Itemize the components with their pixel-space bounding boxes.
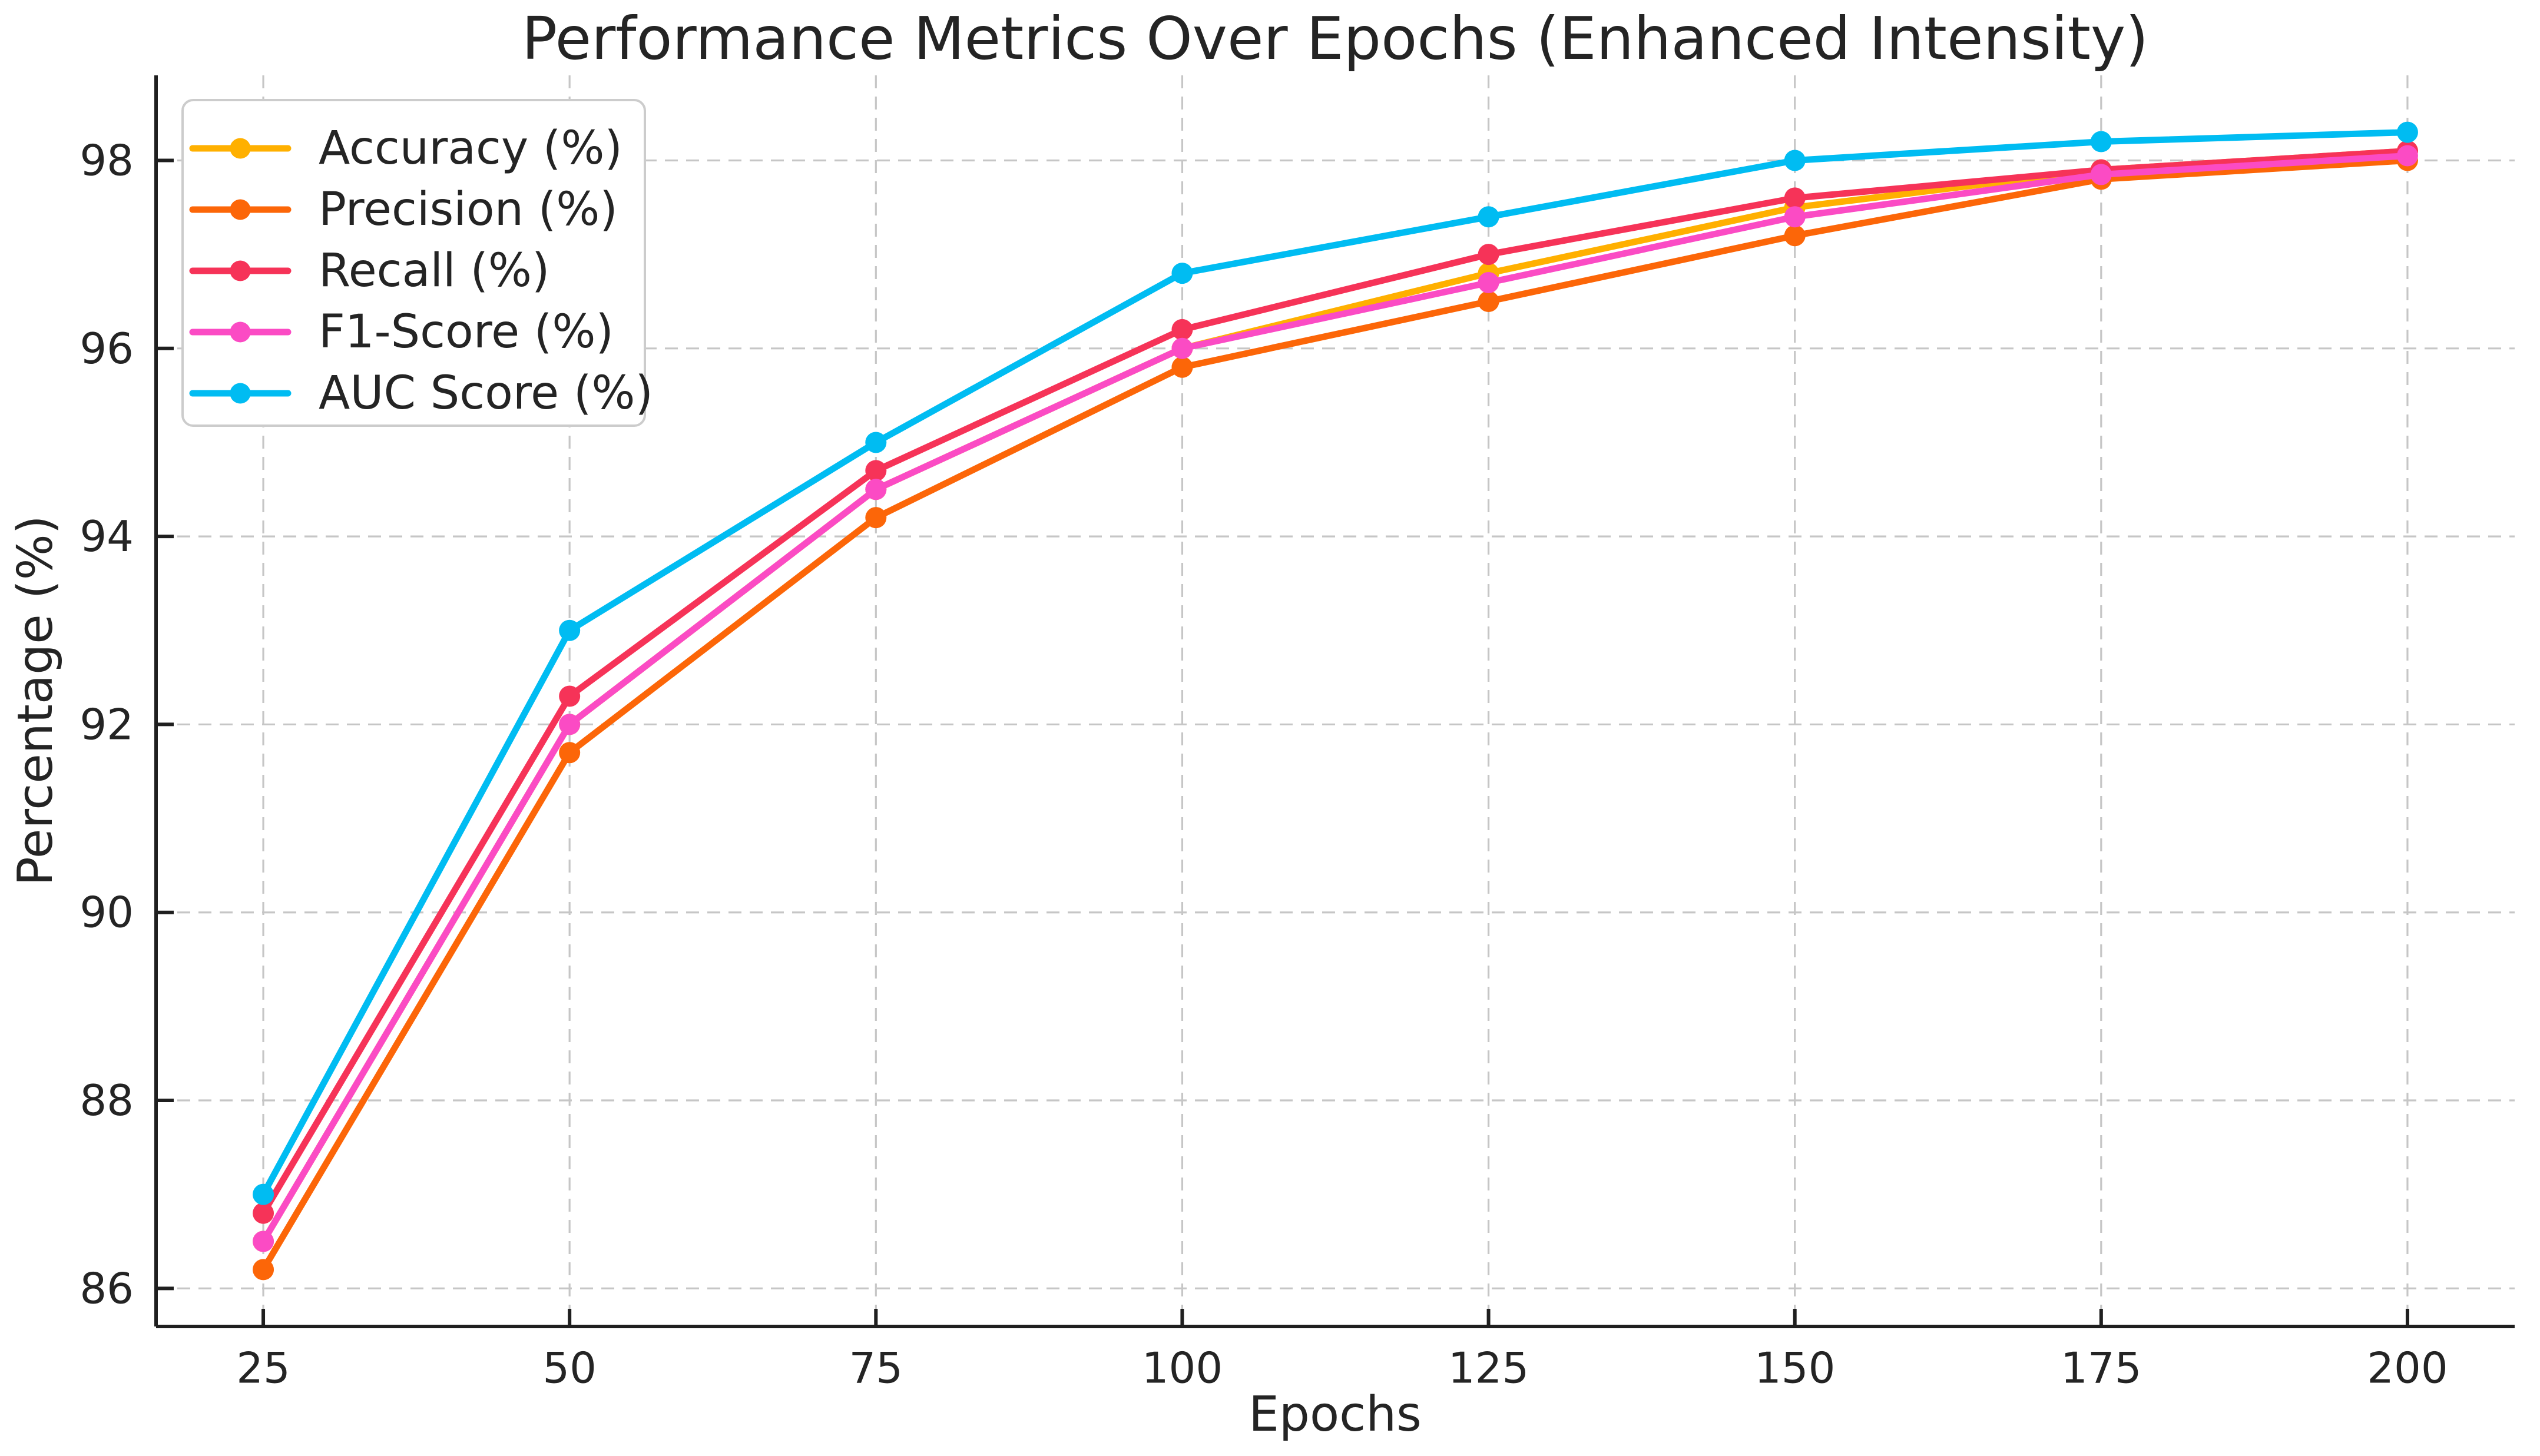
legend-item-auc-score: AUC Score (%) bbox=[189, 367, 653, 420]
data-point-recall-25 bbox=[253, 1202, 274, 1224]
legend-marker-auc-score bbox=[230, 383, 251, 404]
tick-labels: 25 50 75 100 125 150 175 200 86 88 90 92 94 96 98 bbox=[80, 135, 2448, 1392]
legend-item-accuracy: Accuracy (%) bbox=[189, 122, 622, 175]
data-point-auc-score-75 bbox=[865, 432, 887, 453]
y-tick-label-92: 92 bbox=[80, 699, 134, 749]
data-point-f1-score-200 bbox=[2396, 145, 2418, 167]
x-tick-label-25: 25 bbox=[236, 1344, 290, 1393]
data-point-f1-score-150 bbox=[1784, 206, 1806, 228]
series-line-auc-score bbox=[260, 129, 2411, 1198]
y-tick-label-86: 86 bbox=[80, 1263, 134, 1313]
data-point-f1-score-25 bbox=[253, 1231, 274, 1252]
data-point-f1-score-175 bbox=[2090, 164, 2112, 185]
legend-label-recall: Recall (%) bbox=[319, 244, 549, 297]
y-tick-label-96: 96 bbox=[80, 324, 134, 373]
legend-label-auc-score: AUC Score (%) bbox=[319, 367, 653, 420]
data-point-f1-score-50 bbox=[559, 714, 581, 735]
chart-title: Performance Metrics Over Epochs (Enhance… bbox=[522, 4, 2148, 73]
legend-marker-f1-score bbox=[230, 321, 251, 343]
y-tick-label-88: 88 bbox=[80, 1076, 134, 1125]
data-point-recall-75 bbox=[865, 460, 887, 482]
x-tick-label-125: 125 bbox=[1448, 1344, 1529, 1393]
legend-marker-precision bbox=[230, 199, 251, 220]
legend-marker-accuracy bbox=[230, 138, 251, 159]
legend-label-precision: Precision (%) bbox=[319, 183, 618, 236]
data-point-auc-score-25 bbox=[253, 1183, 274, 1205]
data-point-recall-100 bbox=[1171, 319, 1193, 340]
y-axis-label: Percentage (%) bbox=[8, 515, 64, 885]
x-axis-label: Epochs bbox=[1249, 1387, 1422, 1442]
legend: Accuracy (%) Precision (%) Recall (%) F1-Sc… bbox=[181, 99, 653, 427]
data-point-precision-75 bbox=[865, 507, 887, 529]
legend-item-recall: Recall (%) bbox=[189, 244, 549, 297]
legend-label-f1-score: F1-Score (%) bbox=[319, 306, 614, 359]
x-tick-label-100: 100 bbox=[1142, 1344, 1223, 1393]
x-tick-label-175: 175 bbox=[2061, 1344, 2141, 1393]
data-point-precision-150 bbox=[1784, 225, 1806, 247]
data-point-auc-score-125 bbox=[1478, 206, 1499, 228]
y-tick-label-98: 98 bbox=[80, 135, 134, 185]
data-point-recall-125 bbox=[1478, 244, 1499, 266]
axes-spines bbox=[154, 75, 2515, 1328]
y-tick-label-90: 90 bbox=[80, 888, 134, 937]
data-point-precision-50 bbox=[559, 742, 581, 764]
data-point-f1-score-75 bbox=[865, 479, 887, 500]
data-point-precision-25 bbox=[253, 1259, 274, 1281]
legend-label-accuracy: Accuracy (%) bbox=[319, 122, 622, 175]
data-point-f1-score-125 bbox=[1478, 272, 1499, 294]
legend-marker-recall bbox=[230, 260, 251, 281]
data-point-auc-score-175 bbox=[2090, 131, 2112, 152]
x-tick-label-75: 75 bbox=[849, 1344, 903, 1393]
legend-item-precision: Precision (%) bbox=[189, 183, 618, 236]
series-line-f1-score bbox=[260, 152, 2411, 1245]
data-point-auc-score-200 bbox=[2396, 121, 2418, 143]
data-point-recall-150 bbox=[1784, 187, 1806, 209]
x-tick-label-200: 200 bbox=[2367, 1344, 2448, 1393]
data-point-auc-score-100 bbox=[1171, 263, 1193, 284]
data-point-f1-score-100 bbox=[1171, 337, 1193, 359]
series-line-recall bbox=[260, 148, 2411, 1217]
data-series bbox=[253, 121, 2418, 1281]
x-tick-label-150: 150 bbox=[1754, 1344, 1835, 1393]
x-tick-label-50: 50 bbox=[542, 1344, 597, 1393]
y-tick-label-94: 94 bbox=[80, 512, 134, 561]
data-point-auc-score-50 bbox=[559, 619, 581, 641]
series-line-precision bbox=[260, 157, 2411, 1273]
data-point-auc-score-150 bbox=[1784, 150, 1806, 171]
legend-box bbox=[181, 99, 646, 427]
data-point-recall-50 bbox=[559, 685, 581, 707]
data-point-precision-100 bbox=[1171, 356, 1193, 378]
legend-item-f1-score: F1-Score (%) bbox=[189, 306, 614, 359]
data-point-precision-125 bbox=[1478, 290, 1499, 312]
